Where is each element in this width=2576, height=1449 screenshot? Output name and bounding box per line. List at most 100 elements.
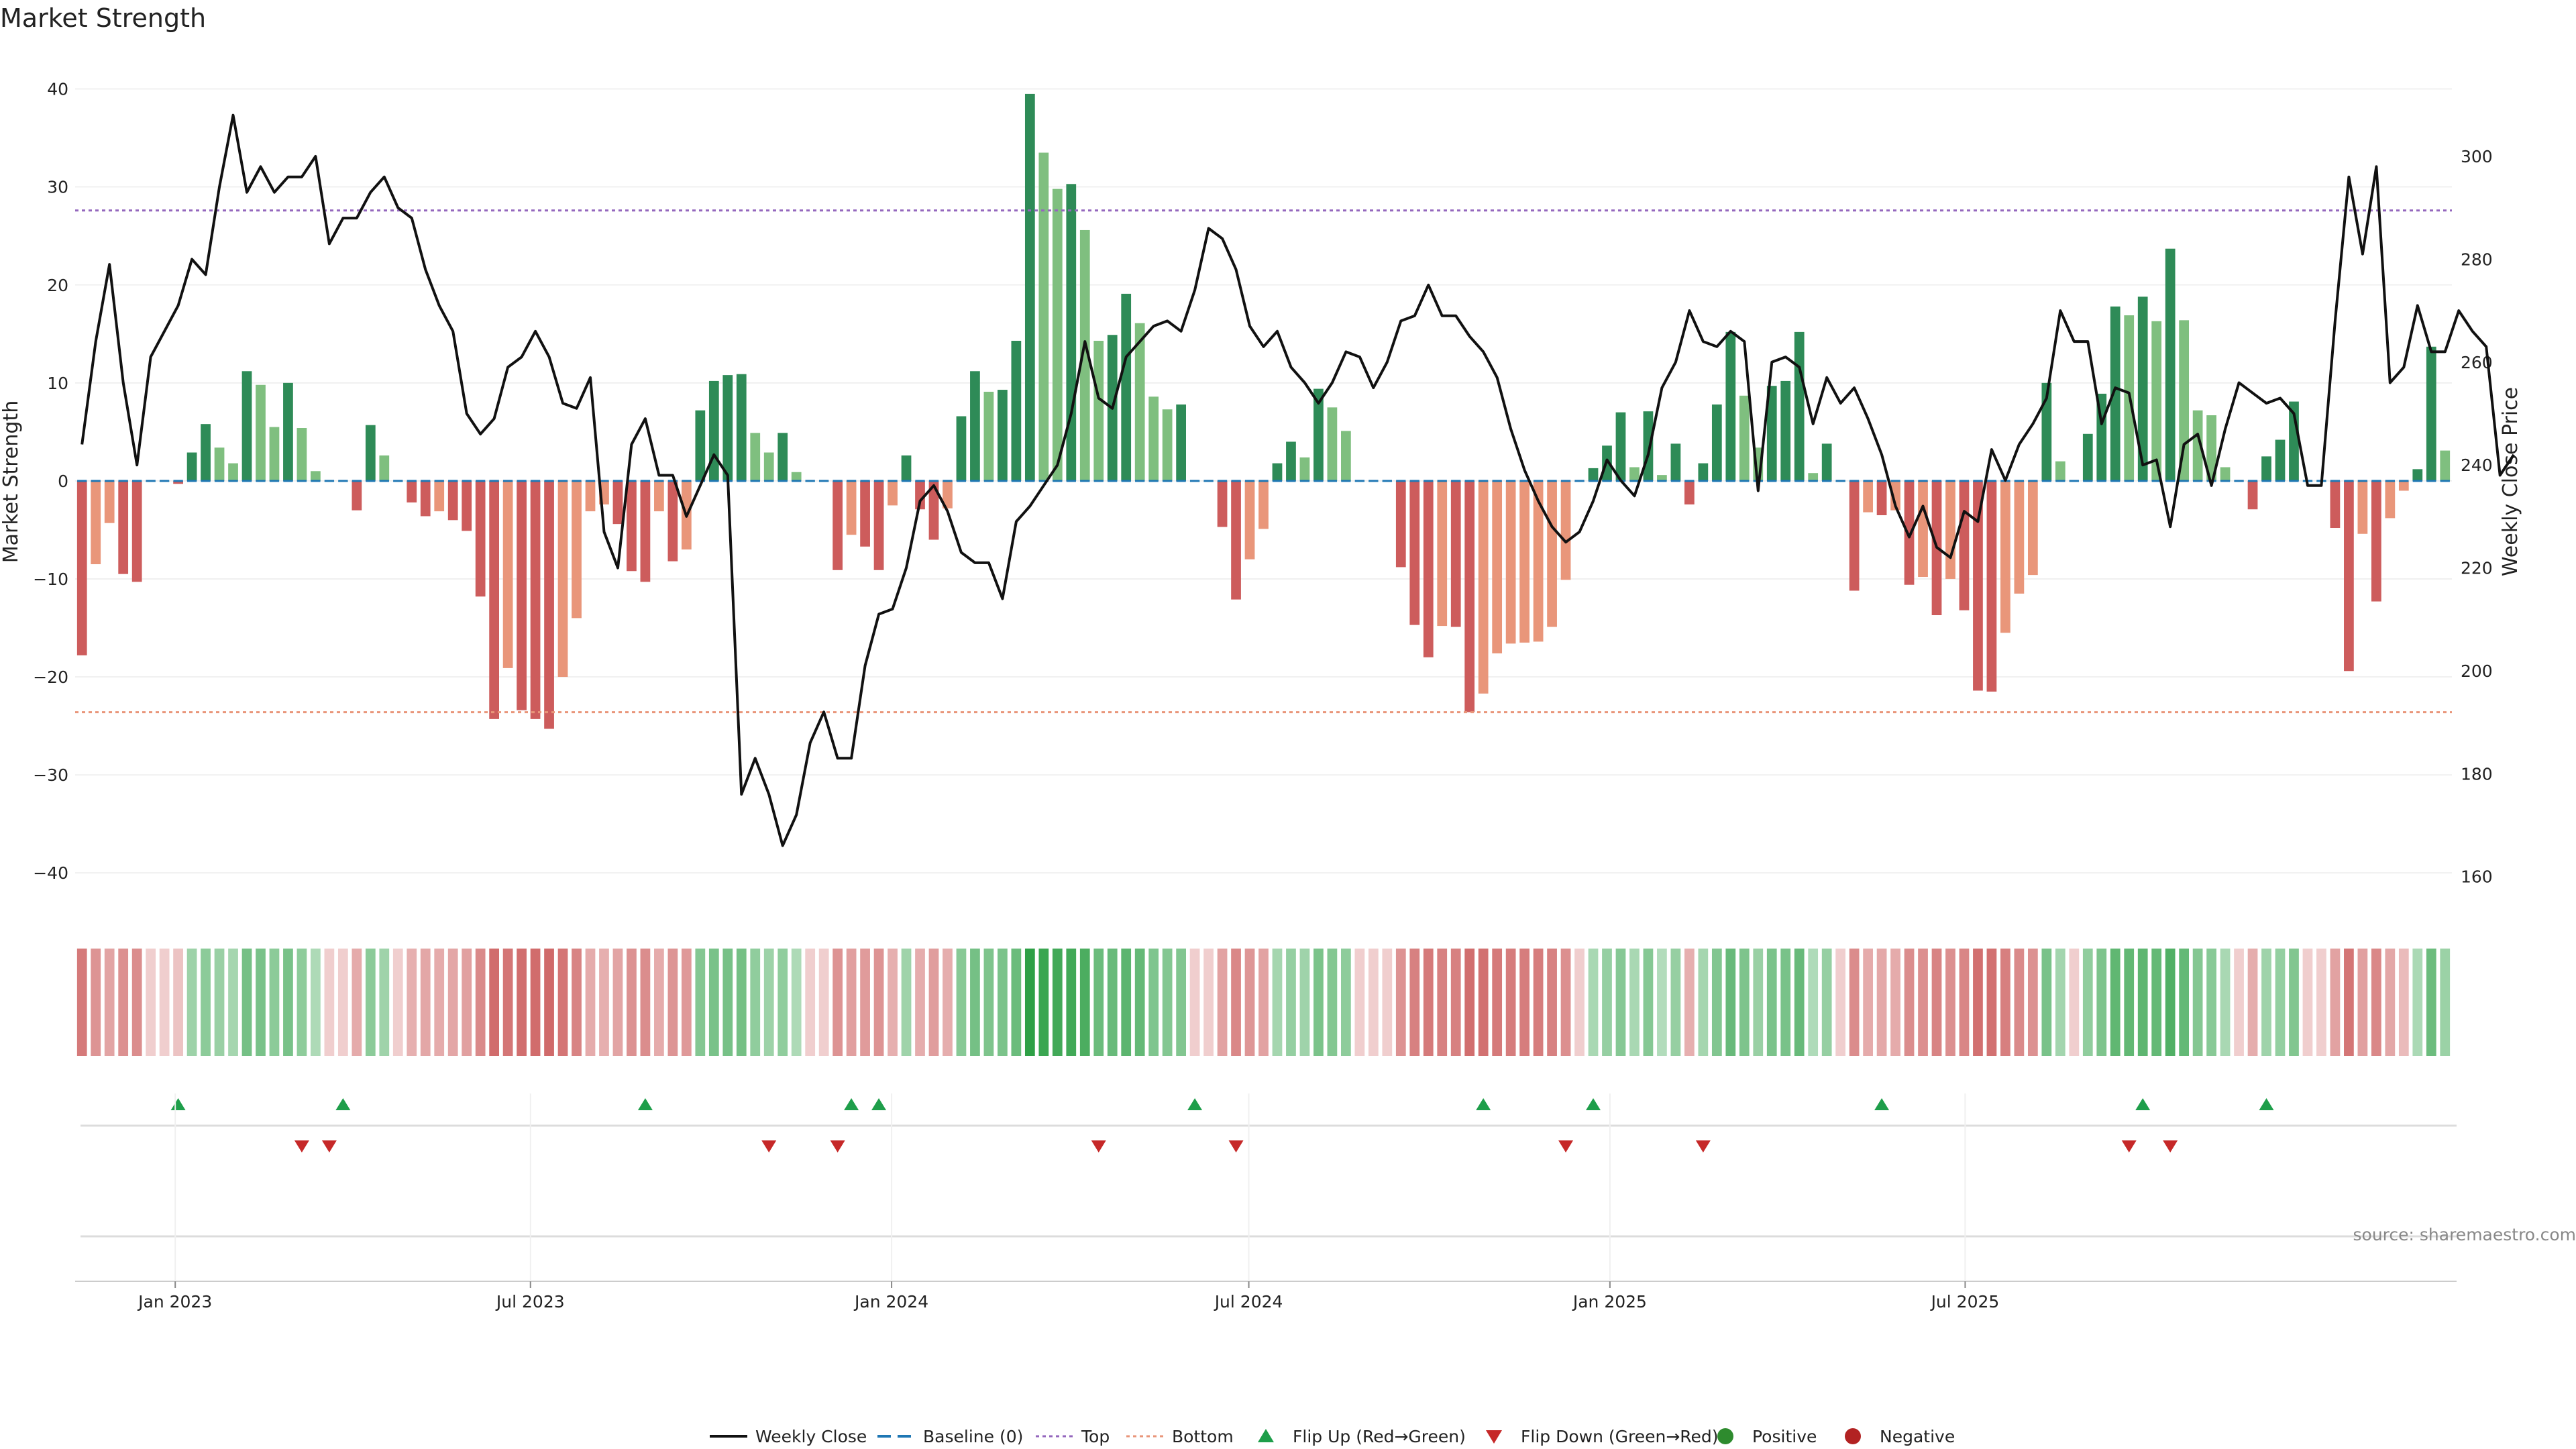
heat-cell bbox=[1368, 949, 1379, 1056]
heat-cell bbox=[2179, 949, 2190, 1056]
heat-cell bbox=[462, 949, 472, 1056]
heat-cell bbox=[159, 949, 170, 1056]
strength-bar bbox=[544, 480, 554, 729]
heat-cell bbox=[640, 949, 651, 1056]
strength-bar bbox=[297, 428, 307, 481]
heat-cell bbox=[1382, 949, 1393, 1056]
heat-cell bbox=[1395, 949, 1406, 1056]
heat-cell bbox=[392, 949, 403, 1056]
heat-cell bbox=[1231, 949, 1241, 1056]
heat-cell bbox=[1808, 949, 1819, 1056]
right-tick-label: 180 bbox=[2461, 764, 2493, 784]
strength-bar bbox=[1093, 341, 1104, 481]
legend-circle-icon bbox=[1845, 1428, 1861, 1444]
heat-cell bbox=[324, 949, 335, 1056]
left-tick-label: −20 bbox=[33, 667, 68, 687]
strength-bar bbox=[833, 480, 843, 570]
flip-up-marker bbox=[1476, 1098, 1491, 1110]
strength-bar bbox=[2041, 382, 2052, 481]
strength-bar bbox=[1052, 189, 1063, 481]
strength-bar bbox=[1973, 480, 1983, 691]
flip-up-marker bbox=[637, 1098, 653, 1110]
strength-bar bbox=[983, 391, 994, 481]
strength-bar bbox=[791, 472, 802, 481]
strength-heat-strip bbox=[76, 949, 2451, 1056]
heat-cell bbox=[2426, 949, 2436, 1056]
chart-title: Market Strength bbox=[0, 3, 206, 33]
heat-cell bbox=[2261, 949, 2271, 1056]
strength-bar bbox=[1176, 404, 1186, 481]
strength-bar bbox=[2165, 248, 2176, 481]
strength-bar bbox=[750, 433, 761, 481]
flip-up-marker bbox=[2135, 1098, 2151, 1110]
heat-cell bbox=[475, 949, 486, 1056]
heat-cell bbox=[2069, 949, 2080, 1056]
heat-cell bbox=[2110, 949, 2121, 1056]
strength-bar bbox=[1739, 395, 1750, 481]
heat-cell bbox=[791, 949, 802, 1056]
heat-cell bbox=[833, 949, 843, 1056]
heat-cell bbox=[146, 949, 156, 1056]
strength-bar bbox=[462, 480, 472, 531]
heat-cell bbox=[901, 949, 912, 1056]
heat-cell bbox=[572, 949, 582, 1056]
strength-bar bbox=[1409, 480, 1420, 625]
strength-bar bbox=[1313, 388, 1324, 481]
strength-bar bbox=[1629, 467, 1640, 481]
heat-cell bbox=[228, 949, 238, 1056]
heat-cell bbox=[1973, 949, 1983, 1056]
strength-bar bbox=[173, 480, 183, 484]
heat-cell bbox=[627, 949, 637, 1056]
strength-bar bbox=[201, 424, 211, 481]
x-tick-label: Jan 2025 bbox=[1572, 1292, 1647, 1311]
heat-cell bbox=[2289, 949, 2299, 1056]
left-axis-label: Market Strength bbox=[0, 400, 23, 563]
strength-bar bbox=[502, 480, 513, 668]
strength-bar bbox=[2000, 480, 2010, 633]
heat-cell bbox=[530, 949, 541, 1056]
strength-bar bbox=[2440, 450, 2451, 481]
strength-bar bbox=[1519, 480, 1529, 643]
heat-cell bbox=[1176, 949, 1186, 1056]
heat-cell bbox=[91, 949, 101, 1056]
legend-triangle-down-icon bbox=[1486, 1430, 1502, 1444]
heat-cell bbox=[763, 949, 774, 1056]
strength-bar bbox=[1492, 480, 1503, 653]
strength-bar bbox=[1038, 152, 1049, 481]
strength-bar bbox=[1148, 396, 1159, 481]
strength-bar bbox=[1217, 480, 1228, 527]
legend-item: Positive bbox=[1717, 1427, 1817, 1446]
heat-cell bbox=[1739, 949, 1750, 1056]
left-axis-ticks: 40 30 20 10 0 −10 −20 −30 −40 bbox=[33, 80, 68, 883]
heat-cell bbox=[2316, 949, 2326, 1056]
heat-cell bbox=[1450, 949, 1461, 1056]
heat-cell bbox=[1835, 949, 1846, 1056]
heat-cell bbox=[104, 949, 115, 1056]
heat-cell bbox=[873, 949, 884, 1056]
flip-up-marker bbox=[1586, 1098, 1601, 1110]
heat-cell bbox=[750, 949, 761, 1056]
heat-cell bbox=[2137, 949, 2148, 1056]
heat-cell bbox=[612, 949, 623, 1056]
strength-bar bbox=[640, 480, 651, 582]
heat-cell bbox=[544, 949, 554, 1056]
strength-bar bbox=[695, 410, 706, 481]
strength-bar bbox=[91, 480, 101, 565]
strength-bar bbox=[943, 480, 953, 508]
heat-cell bbox=[1505, 949, 1516, 1056]
strength-bar bbox=[517, 480, 527, 710]
strength-bar bbox=[1079, 229, 1090, 481]
heat-cell bbox=[1904, 949, 1915, 1056]
heat-cell bbox=[1244, 949, 1255, 1056]
strength-bar bbox=[434, 480, 445, 512]
heat-cell bbox=[1959, 949, 1970, 1056]
strength-bar bbox=[1684, 480, 1695, 504]
strength-bar bbox=[928, 480, 939, 540]
heat-cell bbox=[1492, 949, 1503, 1056]
strength-bar bbox=[585, 480, 596, 512]
heat-cell bbox=[681, 949, 692, 1056]
strength-bar bbox=[901, 455, 912, 481]
heat-cell bbox=[214, 949, 225, 1056]
strength-bar bbox=[447, 480, 458, 521]
strength-bar bbox=[667, 480, 678, 561]
